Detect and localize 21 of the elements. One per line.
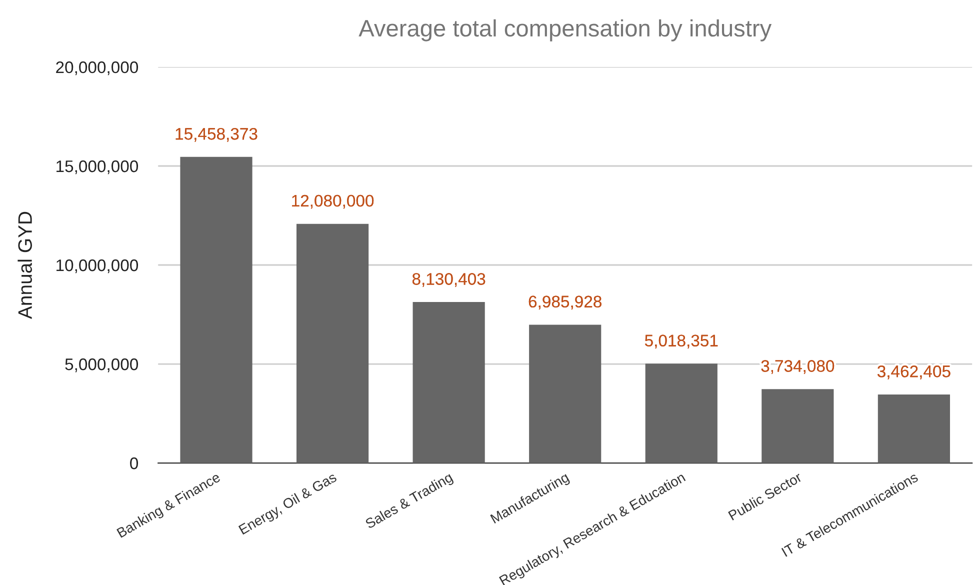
bar [412, 302, 485, 464]
data-label: 15,458,373 [176, 128, 258, 142]
bar [180, 156, 252, 464]
data-label: 6,985,928 [528, 296, 602, 310]
bar [529, 324, 602, 464]
data-label: 12,080,000 [292, 194, 374, 209]
data-label: 8,130,403 [412, 273, 486, 287]
chart-title: Average total compensation by industry [358, 19, 772, 42]
bar [296, 224, 369, 464]
bar [878, 394, 950, 464]
bar [762, 389, 834, 464]
y-axis-title: Annual GYD [18, 212, 32, 320]
data-label: 5,018,351 [644, 334, 718, 348]
y-tick-label: 5,000,000 [65, 358, 138, 372]
y-tick-label: 20,000,000 [56, 61, 138, 76]
y-tick-label: 15,000,000 [56, 160, 138, 174]
y-tick-label: 10,000,000 [56, 259, 138, 274]
bar [645, 364, 718, 464]
y-tick-label: 0 [130, 457, 138, 470]
data-label: 3,734,080 [761, 360, 834, 374]
data-label: 3,462,405 [878, 366, 950, 380]
